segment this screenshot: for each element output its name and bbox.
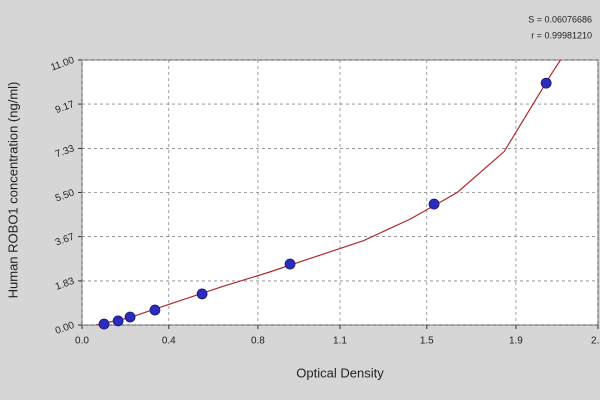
x-axis-title: Optical Density (296, 365, 384, 380)
stat-r: r = 0.99981210 (531, 30, 592, 40)
x-tick-label: 2.2 (591, 336, 600, 347)
fit-curve (95, 60, 561, 325)
point (98, 318, 110, 330)
point (540, 77, 552, 89)
x-tick-label: 0.8 (251, 336, 265, 347)
x-tick-label: 1.1 (333, 336, 347, 347)
x-tick-label: 1.9 (509, 336, 523, 347)
x-tick-label: 0.4 (162, 336, 176, 347)
point (284, 258, 296, 270)
point (196, 288, 208, 300)
point (149, 304, 161, 316)
x-tick-label: 1.5 (420, 336, 434, 347)
point (428, 198, 440, 210)
point (112, 315, 124, 327)
point (124, 311, 136, 323)
stat-s: S = 0.06076686 (528, 14, 592, 24)
y-axis-title: Human ROBO1 concentration (ng/ml) (5, 82, 20, 299)
x-tick-label: 0.0 (75, 336, 89, 347)
